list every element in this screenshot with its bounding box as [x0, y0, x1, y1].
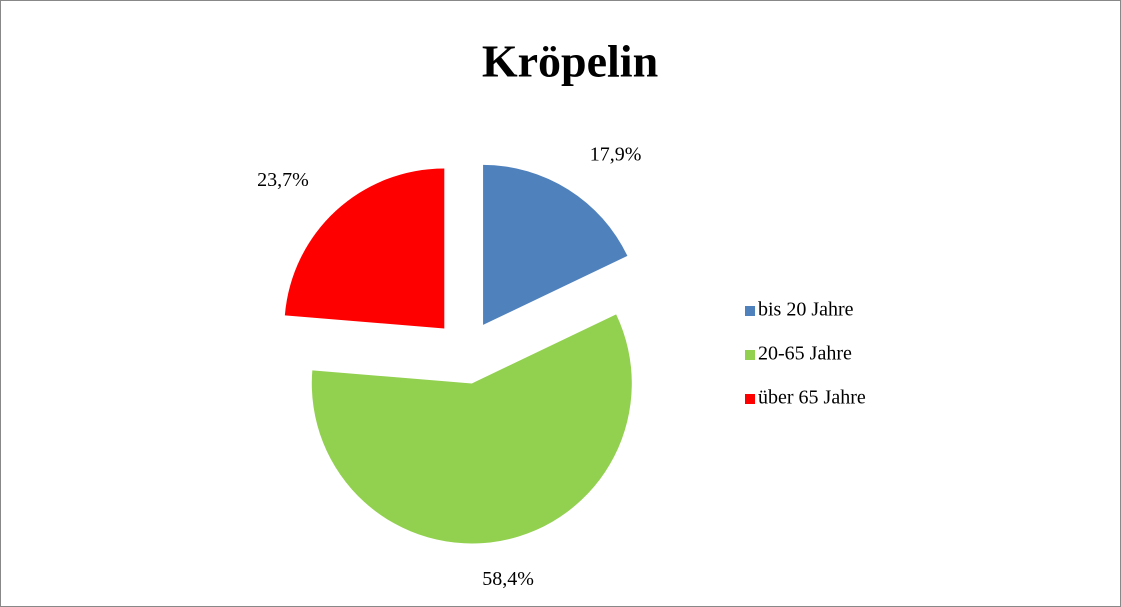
data-label: 17,9%: [590, 143, 642, 165]
legend-swatch: [745, 350, 755, 360]
legend-label: über 65 Jahre: [758, 387, 866, 409]
pie-slice: [311, 314, 632, 544]
data-label: 23,7%: [257, 169, 309, 191]
legend-label: bis 20 Jahre: [758, 299, 854, 321]
data-label: 58,4%: [482, 568, 534, 590]
legend-swatch: [745, 306, 755, 316]
chart-title: Kröpelin: [482, 36, 658, 87]
pie-slice: [483, 164, 628, 325]
pie-slice: [284, 168, 445, 329]
legend-label: 20-65 Jahre: [758, 343, 852, 365]
legend-swatch: [745, 394, 755, 404]
